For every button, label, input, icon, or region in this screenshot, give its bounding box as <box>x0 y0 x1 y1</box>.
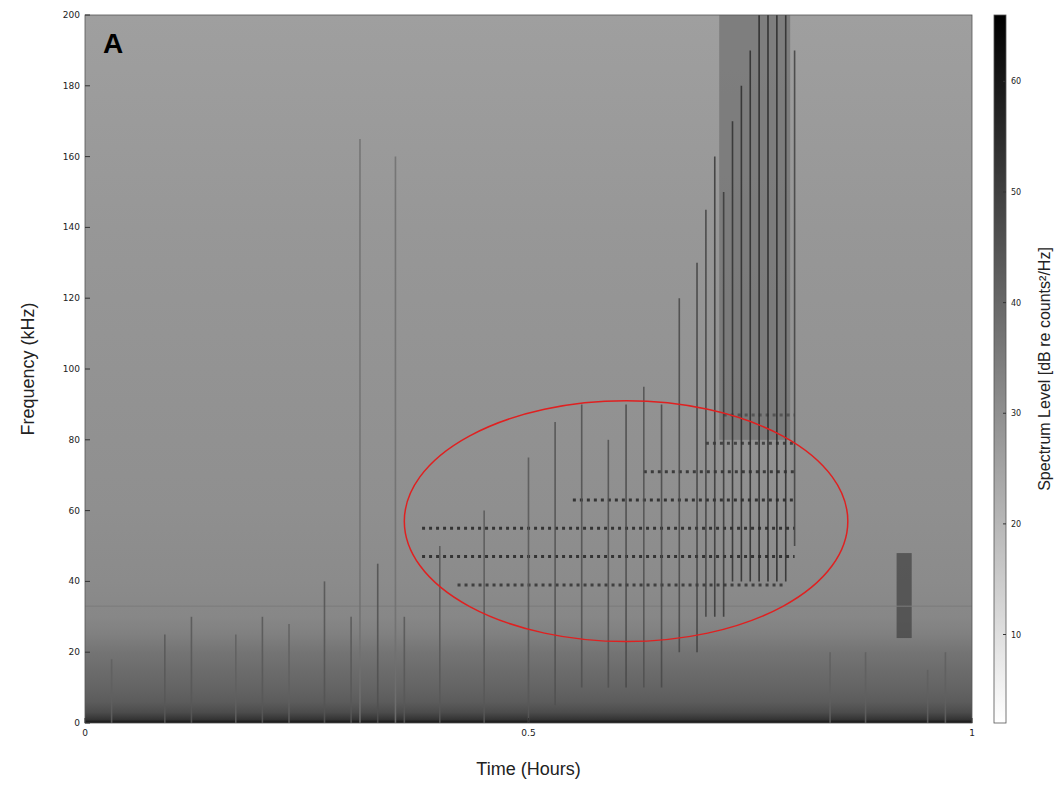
click <box>741 86 743 582</box>
x-tick <box>85 718 86 723</box>
click <box>625 404 627 687</box>
colorbar-title: Spectrum Level [dB re counts²/Hz] <box>1036 247 1053 491</box>
y-tick-label: 140 <box>63 222 80 232</box>
harmonic-band <box>573 498 795 501</box>
y-tick <box>85 85 90 86</box>
highlight-ellipse <box>404 401 848 642</box>
y-tick <box>85 652 90 653</box>
click <box>528 458 530 724</box>
colorbar-tick-label: 20 <box>1011 520 1021 529</box>
colorbar-tick <box>1003 192 1006 193</box>
click <box>714 157 716 617</box>
click <box>829 652 831 723</box>
y-tick <box>85 369 90 370</box>
click <box>111 659 113 723</box>
chart: 00.51020406080100120140160180200Time (Ho… <box>0 0 1064 787</box>
click <box>794 50 796 546</box>
y-tick-label: 0 <box>74 718 80 728</box>
y-tick <box>85 227 90 228</box>
y-axis-title: Frequency (kHz) <box>18 302 38 435</box>
click <box>678 298 680 652</box>
colorbar-tick-label: 60 <box>1011 77 1021 86</box>
click <box>164 635 166 724</box>
x-tick-label: 1 <box>969 728 975 738</box>
y-tick-label: 20 <box>69 647 81 657</box>
panel-letter: A <box>103 28 123 59</box>
click <box>661 404 663 687</box>
y-tick <box>85 298 90 299</box>
click <box>262 617 264 723</box>
y-tick-label: 40 <box>69 576 81 586</box>
click <box>359 139 361 723</box>
click <box>483 511 485 723</box>
y-tick <box>85 723 90 724</box>
y-tick-label: 160 <box>63 152 80 162</box>
y-tick-label: 80 <box>69 435 81 445</box>
y-tick <box>85 156 90 157</box>
x-tick <box>528 718 529 723</box>
harmonic-band <box>458 583 786 586</box>
click <box>377 564 379 723</box>
y-tick <box>85 581 90 582</box>
click <box>749 50 751 581</box>
y-tick-label: 200 <box>63 10 80 20</box>
click <box>723 192 725 617</box>
click <box>581 404 583 687</box>
y-tick <box>85 439 90 440</box>
harmonic-band <box>644 470 795 473</box>
colorbar <box>994 15 1006 723</box>
colorbar-tick <box>1003 523 1006 524</box>
click <box>776 15 778 581</box>
click <box>945 652 947 723</box>
click <box>324 581 326 723</box>
click <box>767 15 769 581</box>
click <box>191 617 193 723</box>
colorbar-tick <box>1003 413 1006 414</box>
colorbar-tick-label: 10 <box>1011 631 1021 640</box>
colorbar-tick <box>1003 634 1006 635</box>
click <box>785 15 787 581</box>
y-tick-label: 100 <box>63 364 80 374</box>
click <box>732 121 734 581</box>
colorbar-tick-label: 40 <box>1011 299 1021 308</box>
y-tick <box>85 510 90 511</box>
plot-area <box>85 15 972 723</box>
click <box>758 15 760 581</box>
x-tick-label: 0.5 <box>521 728 535 738</box>
patch <box>897 553 912 638</box>
y-tick <box>85 15 90 16</box>
background <box>85 15 972 723</box>
click <box>608 440 610 688</box>
plot-frame <box>85 15 972 723</box>
colorbar-tick-label: 50 <box>1011 188 1021 197</box>
x-axis-title: Time (Hours) <box>476 759 580 779</box>
patch <box>719 15 790 440</box>
y-tick-label: 60 <box>69 506 81 516</box>
click <box>439 546 441 723</box>
click <box>404 617 406 723</box>
y-tick-label: 120 <box>63 293 80 303</box>
click <box>288 624 290 723</box>
click <box>350 617 352 723</box>
click <box>643 387 645 688</box>
y-tick-label: 180 <box>63 81 80 91</box>
click <box>395 157 397 723</box>
click <box>235 635 237 724</box>
click <box>865 652 867 723</box>
click <box>927 670 929 723</box>
x-tick <box>972 718 973 723</box>
colorbar-tick-label: 30 <box>1011 409 1021 418</box>
x-tick-label: 0 <box>82 728 88 738</box>
click <box>705 210 707 617</box>
colorbar-tick <box>1003 302 1006 303</box>
click <box>696 263 698 652</box>
click <box>554 422 556 705</box>
colorbar-tick <box>1003 81 1006 82</box>
